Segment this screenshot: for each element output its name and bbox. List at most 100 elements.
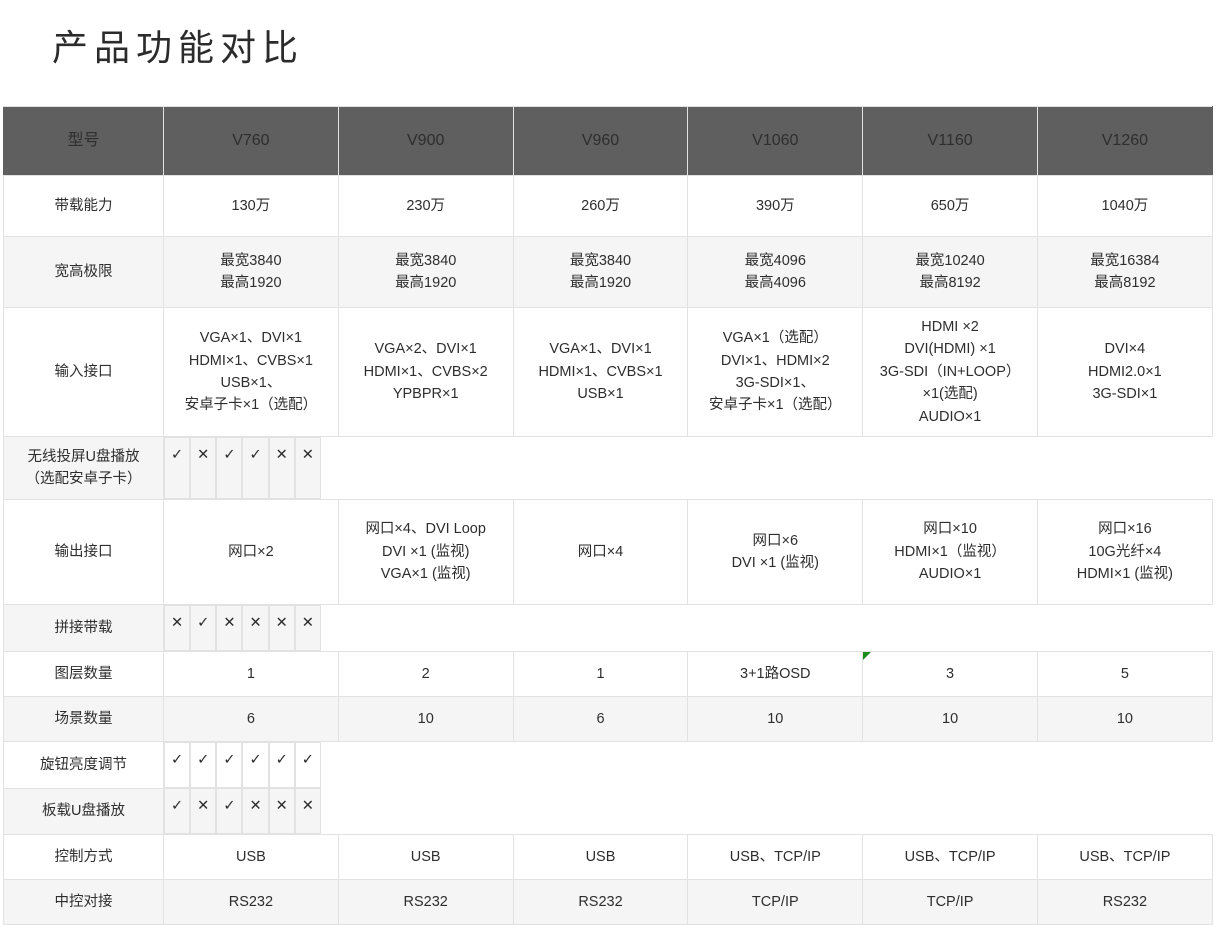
cross-icon: ✕ [268,437,295,499]
row-label: 无线投屏U盘播放 （选配安卓子卡） [3,436,164,500]
table-cell: 10 [337,696,514,742]
column-header-v900: V900 [337,106,514,176]
table-row: 控制方式 USB USB USB USB、TCP/IP USB、TCP/IP USB、TCP… [3,834,1213,880]
check-icon: ✓ [216,788,243,834]
table-cell: 最宽4096 最高4096 [687,236,864,308]
table-cell: USB [163,834,339,880]
table-row: 输出接口 网口×2 网口×4、DVI Loop DVI ×1 (监视) VGA×1 … [3,499,1213,605]
table-cell: 3 [862,651,1038,697]
table-cell: 网口×16 10G光纤×4 HDMI×1 (监视) [1036,499,1213,605]
table-header: 型号 V760 V900 V960 V1060 V1160 V1260 [3,106,1213,176]
table-cell: VGA×1、DVI×1 HDMI×1、CVBS×1 USB×1、 安卓子卡×1（… [163,307,339,437]
table-cell: VGA×1（选配） DVI×1、HDMI×2 3G-SDI×1、 安卓子卡×1（… [687,307,864,437]
table-cell: 最宽3840 最高1920 [163,236,339,308]
table-cell: 网口×4 [512,499,689,605]
cross-icon: ✕ [268,605,295,651]
header-row: 型号 V760 V900 V960 V1060 V1160 V1260 [3,106,1213,176]
column-header-model: 型号 [3,106,164,176]
check-icon: ✓ [190,605,217,651]
table-cell: 260万 [512,175,689,237]
check-icon: ✓ [268,742,295,788]
table-row: 板载U盘播放 ✓ ✕ ✓ ✕ ✕ ✕ [3,787,1213,835]
table-cell: 10 [862,696,1038,742]
row-label: 输出接口 [3,499,164,605]
row-label: 旋钮亮度调节 [3,741,164,789]
table-row: 带载能力 130万 230万 260万 390万 650万 1040万 [3,175,1213,237]
table-row: 输入接口 VGA×1、DVI×1 HDMI×1、CVBS×1 USB×1、 安卓子… [3,307,1213,437]
table-cell: 最宽16384 最高8192 [1036,236,1213,308]
table-cell: 390万 [687,175,864,237]
check-icon: ✓ [190,742,217,788]
check-icon: ✓ [164,742,191,788]
table-cell: VGA×2、DVI×1 HDMI×1、CVBS×2 YPBPR×1 [337,307,514,437]
table-cell: USB、TCP/IP [687,834,864,880]
table-cell: USB、TCP/IP [1036,834,1213,880]
cross-icon: ✕ [190,437,217,499]
column-header-v960: V960 [512,106,689,176]
table-cell: 5 [1036,651,1213,697]
table-row: 旋钮亮度调节 ✓ ✓ ✓ ✓ ✓ ✓ [3,741,1213,789]
table-cell: USB、TCP/IP [862,834,1038,880]
product-comparison-table: 型号 V760 V900 V960 V1060 V1160 V1260 带载能力 130万 23… [3,106,1213,925]
table-cell: 1 [512,651,689,697]
table-cell: 230万 [337,175,514,237]
table-row: 场景数量 6 10 6 10 10 10 [3,696,1213,742]
table-cell: 最宽3840 最高1920 [337,236,514,308]
table-cell: USB [512,834,689,880]
cross-icon: ✕ [294,605,321,651]
cross-icon: ✕ [294,437,321,499]
row-label: 中控对接 [3,879,164,925]
check-icon: ✓ [164,437,191,499]
table-cell: RS232 [512,879,689,925]
check-icon: ✓ [164,788,191,834]
check-icon: ✓ [216,742,243,788]
table-row: 宽高极限 最宽3840 最高1920 最宽3840 最高1920 最宽3840 最高1… [3,236,1213,308]
check-icon: ✓ [216,437,243,499]
table-cell: VGA×1、DVI×1 HDMI×1、CVBS×1 USB×1 [512,307,689,437]
table-row: 图层数量 1 2 1 3+1路OSD 3 5 [3,651,1213,697]
row-label: 场景数量 [3,696,164,742]
row-label: 板载U盘播放 [3,787,164,835]
table-cell: 3+1路OSD [687,651,864,697]
table-cell: 130万 [163,175,339,237]
table-cell: RS232 [163,879,339,925]
row-label: 拼接带载 [3,604,164,652]
table-cell: 10 [687,696,864,742]
cross-icon: ✕ [268,788,295,834]
cross-icon: ✕ [216,605,243,651]
check-icon: ✓ [294,742,321,788]
table-body: 带载能力 130万 230万 260万 390万 650万 1040万 宽高极限 最宽3840 … [3,175,1213,925]
table-cell: 网口×4、DVI Loop DVI ×1 (监视) VGA×1 (监视) [337,499,514,605]
row-label: 输入接口 [3,307,164,437]
table-cell: 网口×2 [163,499,339,605]
column-header-v1160: V1160 [862,106,1038,176]
cross-icon: ✕ [190,788,217,834]
cross-icon: ✕ [242,605,269,651]
table-cell: 650万 [862,175,1038,237]
table-row: 拼接带载 ✕ ✓ ✕ ✕ ✕ ✕ [3,604,1213,652]
comment-flag-icon [863,652,872,660]
page-title: 产品功能对比 [52,27,305,68]
table-row: 中控对接 RS232 RS232 RS232 TCP/IP TCP/IP RS232 [3,879,1213,925]
table-cell: 网口×10 HDMI×1（监视） AUDIO×1 [862,499,1038,605]
table-cell: TCP/IP [862,879,1038,925]
table-row: 无线投屏U盘播放 （选配安卓子卡） ✓ ✕ ✓ ✓ ✕ ✕ [3,436,1213,500]
table-cell: 2 [337,651,514,697]
column-header-v1260: V1260 [1036,106,1213,176]
table-cell: 网口×6 DVI ×1 (监视) [687,499,864,605]
table-cell: 1040万 [1036,175,1213,237]
check-icon: ✓ [242,742,269,788]
cross-icon: ✕ [164,605,191,651]
product-comparison-page: 产品功能对比 型号 V760 V900 V960 V1060 V1160 V1260 带载能… [3,27,1213,925]
table-cell: 1 [163,651,339,697]
cross-icon: ✕ [242,788,269,834]
comparison-table-wrapper: 型号 V760 V900 V960 V1060 V1160 V1260 带载能力 130万 23… [3,106,1213,925]
row-label: 控制方式 [3,834,164,880]
check-icon: ✓ [242,437,269,499]
table-cell: 10 [1036,696,1213,742]
column-header-v1060: V1060 [687,106,864,176]
table-cell: DVI×4 HDMI2.0×1 3G-SDI×1 [1036,307,1213,437]
table-cell: RS232 [1036,879,1213,925]
table-cell: 6 [163,696,339,742]
table-cell: 6 [512,696,689,742]
